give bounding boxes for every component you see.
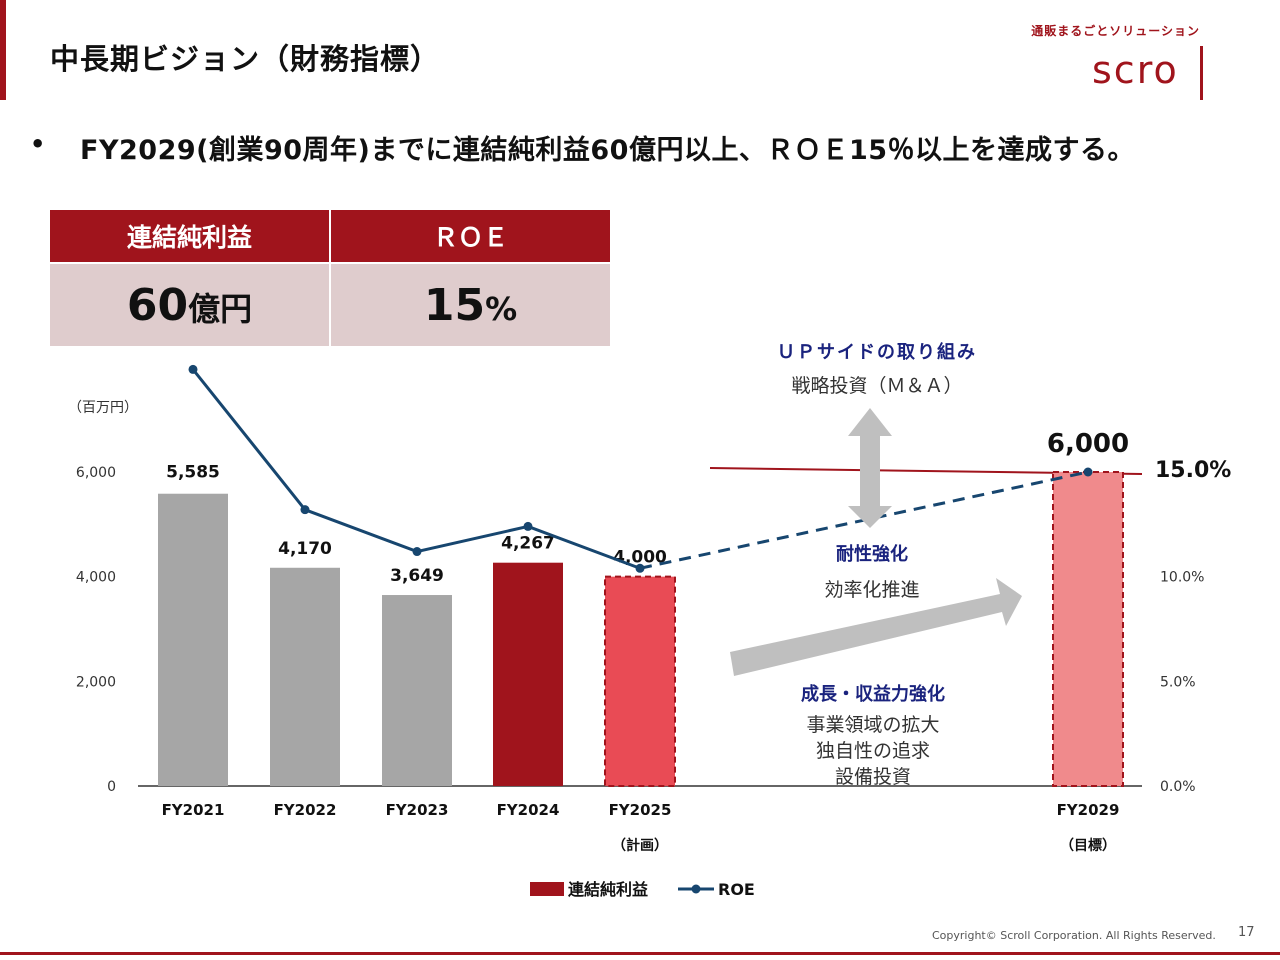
legend-label-net-income: 連結純利益 (568, 880, 648, 899)
x-tick-sublabel: （計画） (612, 837, 668, 854)
growth-arrow (730, 578, 1022, 676)
roe-point (635, 563, 645, 573)
logo-tagline: 通販まるごとソリューション (1031, 24, 1200, 38)
roe-line-actual (191, 368, 641, 570)
goal-statement: FY2029(創業90周年)までに連結純利益60億円以上、ＲＯＥ15％以上を達成… (80, 135, 1136, 166)
kpi-roe-unit: % (485, 289, 518, 328)
y-right-tick-label: 5.0% (1160, 674, 1196, 690)
roe-point (1083, 467, 1093, 477)
growth-title: 成長・収益力強化 (801, 683, 945, 705)
bar-fy2023 (382, 595, 452, 786)
vertical-double-arrow (848, 408, 892, 528)
kpi-net-income-unit: 億円 (188, 289, 253, 328)
roe-point (300, 505, 310, 515)
roe-point (412, 547, 422, 557)
x-tick-label: FY2024 (497, 801, 560, 819)
roe-point (523, 521, 533, 531)
kpi-value-roe: 15% (329, 262, 612, 348)
y-left-tick-label: 0 (107, 779, 116, 795)
legend-swatch-net-income (530, 882, 564, 896)
kpi-table: 連結純利益 ＲＯＥ 60億円 15% (48, 208, 612, 348)
logo-vertical-line (1200, 46, 1203, 100)
kpi-net-income-number: 60 (126, 279, 189, 331)
y-right-tick-label: 10.0% (1160, 570, 1204, 586)
x-tick-label: FY2025 (609, 801, 672, 819)
roe-point (188, 364, 198, 374)
resilience-title: 耐性強化 (836, 543, 908, 565)
y-left-tick-label: 2,000 (76, 674, 116, 690)
kpi-header-net-income: 連結純利益 (48, 208, 331, 264)
y-left-tick-label: 4,000 (76, 570, 116, 586)
profit-roe-chart: （百万円） 0 2,000 4,000 6,000 0.0% 5.0% 10.0% 5,585 4… (68, 341, 1231, 899)
growth-detail-line: 事業領域の拡大 (806, 714, 939, 736)
growth-detail-line: 独自性の追求 (816, 740, 930, 762)
y-axis-unit-label: （百万円） (68, 400, 138, 416)
y-left-tick-label: 6,000 (76, 465, 116, 481)
y-right-tick-label: 0.0% (1160, 779, 1196, 795)
bar-value-label: 4,170 (278, 539, 332, 559)
upside-subtitle: 戦略投資（Ｍ＆Ａ） (791, 375, 962, 397)
growth-detail-line: 設備投資 (835, 766, 911, 788)
bar-value-label: 5,585 (166, 463, 220, 483)
x-tick-label: FY2022 (274, 801, 337, 819)
copyright-notice: Copyright© Scroll Corporation. All Right… (932, 929, 1216, 942)
legend-label-roe: ROE (718, 880, 755, 899)
x-tick-label: FY2029 (1057, 801, 1120, 819)
logo-wordmark: scro (1092, 48, 1179, 92)
left-accent-bar (0, 0, 6, 100)
bar-fy2024 (493, 562, 563, 786)
bar-fy2021 (158, 493, 228, 786)
company-logo: 通販まるごとソリューション scro (1031, 22, 1252, 102)
bar-fy2025 (604, 575, 676, 788)
page-title: 中長期ビジョン（財務指標） (50, 42, 441, 76)
kpi-roe-number: 15 (423, 279, 486, 331)
bar-value-label: 3,649 (390, 566, 444, 586)
x-tick-sublabel: （目標） (1060, 837, 1116, 854)
resilience-subtitle: 効率化推進 (824, 579, 919, 601)
bar-value-label: 6,000 (1047, 429, 1129, 459)
bar-value-label: 4,267 (501, 534, 555, 554)
kpi-value-net-income: 60億円 (48, 262, 331, 348)
bar-fy2029 (1052, 471, 1124, 787)
x-tick-label: FY2021 (162, 801, 225, 819)
page-number: 17 (1238, 925, 1255, 940)
x-tick-label: FY2023 (386, 801, 449, 819)
footer-rule (0, 952, 1280, 955)
bar-fy2022 (270, 567, 340, 786)
legend-swatch-roe-marker (691, 884, 701, 894)
bullet-marker: • (30, 130, 46, 158)
kpi-header-roe: ＲＯＥ (329, 208, 612, 264)
roe-target-label: 15.0% (1155, 458, 1231, 483)
upside-title: ＵＰサイドの取り組み (777, 341, 977, 363)
